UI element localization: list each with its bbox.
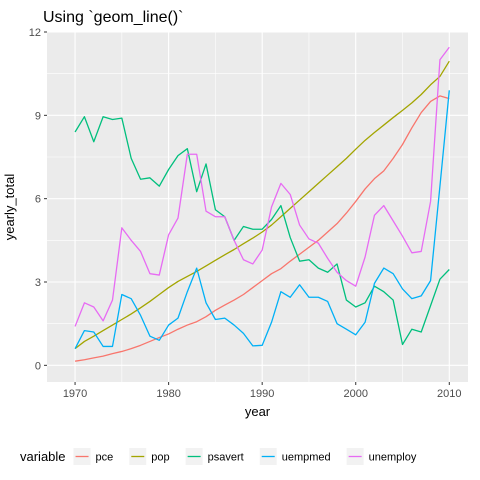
y-axis-title: yearly_total	[2, 174, 17, 241]
y-tick-label: 3	[35, 277, 41, 289]
y-tick-label: 9	[35, 110, 41, 122]
x-tick-label: 2000	[343, 388, 367, 400]
x-tick-label: 1970	[63, 388, 87, 400]
legend-label-uempmed: uempmed	[282, 452, 331, 464]
legend-label-pop: pop	[151, 452, 169, 464]
series-line-unemploy	[74, 46, 450, 327]
legend-label-psavert: psavert	[208, 452, 244, 464]
y-tick-label: 6	[35, 194, 41, 206]
legend: variable pce pop psavert uempmed unemploy	[20, 448, 417, 465]
plot-panel	[47, 32, 468, 382]
series-lines	[74, 46, 450, 362]
series-line-pce	[74, 95, 450, 362]
x-tick-label: 1980	[156, 388, 180, 400]
y-tick-label: 12	[29, 27, 41, 39]
y-tick-label: 0	[35, 360, 41, 372]
x-tick-label: 1990	[250, 388, 274, 400]
legend-label-unemploy: unemploy	[369, 452, 417, 464]
chart-title: Using `geom_line()`	[43, 9, 184, 26]
series-line-uempmed	[74, 90, 450, 349]
legend-label-pce: pce	[96, 452, 114, 464]
x-axis: 1970 1980 1990 2000 2010	[63, 382, 462, 400]
legend-title: variable	[20, 449, 66, 464]
x-tick-label: 2010	[437, 388, 461, 400]
major-gridlines	[47, 31, 468, 382]
series-line-psavert	[74, 116, 450, 346]
x-axis-title: year	[245, 404, 271, 419]
y-axis: 0 3 6 9 12	[29, 27, 47, 372]
